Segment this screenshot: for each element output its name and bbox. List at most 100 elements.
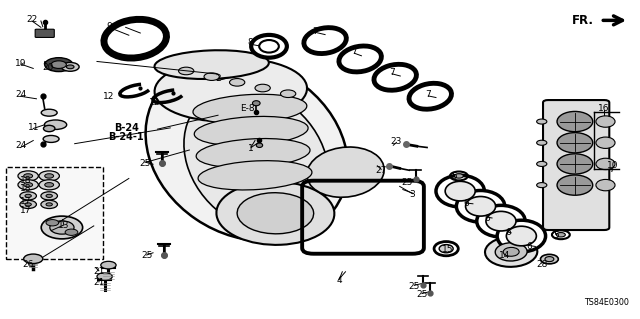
Ellipse shape: [41, 109, 57, 116]
Text: 3: 3: [410, 190, 415, 199]
Ellipse shape: [439, 245, 453, 253]
Text: 24: 24: [15, 141, 26, 150]
Circle shape: [65, 229, 78, 235]
Ellipse shape: [596, 179, 615, 191]
Circle shape: [46, 203, 52, 206]
Circle shape: [230, 78, 245, 86]
Circle shape: [39, 180, 60, 190]
Text: 17: 17: [20, 206, 31, 215]
Text: 7: 7: [389, 68, 395, 77]
Text: FR.: FR.: [572, 14, 594, 27]
Ellipse shape: [445, 181, 476, 201]
Ellipse shape: [41, 216, 83, 239]
Text: 26: 26: [22, 260, 34, 269]
Text: B-24-1: B-24-1: [108, 132, 144, 142]
Ellipse shape: [465, 197, 495, 216]
Circle shape: [24, 182, 33, 187]
Circle shape: [179, 67, 194, 75]
Ellipse shape: [251, 35, 287, 58]
Text: 2: 2: [215, 74, 221, 83]
Text: 17: 17: [20, 197, 31, 206]
Ellipse shape: [43, 136, 59, 142]
Circle shape: [25, 194, 31, 197]
Circle shape: [41, 200, 58, 209]
Ellipse shape: [485, 237, 538, 267]
Ellipse shape: [216, 182, 334, 245]
Circle shape: [45, 174, 54, 178]
Text: 21: 21: [93, 267, 104, 276]
Circle shape: [25, 203, 31, 206]
Text: 22: 22: [26, 15, 38, 24]
Circle shape: [46, 194, 52, 197]
Circle shape: [100, 261, 116, 269]
Ellipse shape: [497, 220, 545, 252]
Text: 25: 25: [139, 159, 150, 168]
Ellipse shape: [44, 120, 67, 130]
Circle shape: [46, 219, 59, 226]
Text: 6: 6: [484, 213, 490, 222]
Text: 13: 13: [58, 221, 70, 230]
Ellipse shape: [557, 111, 593, 132]
Text: 18: 18: [20, 175, 31, 185]
Text: B-24: B-24: [114, 123, 139, 133]
Text: 19: 19: [15, 59, 26, 68]
Text: 4: 4: [336, 276, 342, 285]
Ellipse shape: [154, 50, 269, 79]
Circle shape: [24, 174, 33, 178]
Text: 25: 25: [141, 251, 152, 260]
Circle shape: [537, 119, 547, 124]
Bar: [6, 167, 103, 259]
Ellipse shape: [154, 58, 307, 122]
Text: 5: 5: [451, 172, 457, 182]
Ellipse shape: [409, 83, 451, 109]
Ellipse shape: [195, 116, 308, 146]
Text: 6: 6: [526, 242, 532, 251]
Text: 14: 14: [499, 251, 511, 260]
Text: 7: 7: [426, 90, 431, 99]
Ellipse shape: [307, 147, 384, 197]
Ellipse shape: [145, 59, 348, 241]
Circle shape: [556, 233, 565, 237]
Text: 12: 12: [148, 98, 160, 107]
Text: 20: 20: [43, 63, 54, 72]
Ellipse shape: [456, 190, 505, 222]
Text: 28: 28: [536, 260, 547, 269]
Circle shape: [20, 200, 36, 209]
Circle shape: [537, 182, 547, 188]
Ellipse shape: [50, 221, 74, 234]
Circle shape: [204, 73, 220, 80]
Text: E-8: E-8: [240, 104, 255, 113]
Text: 1: 1: [248, 144, 254, 153]
Ellipse shape: [436, 175, 484, 207]
Text: 6: 6: [505, 228, 511, 237]
Text: 7: 7: [351, 48, 357, 56]
Ellipse shape: [184, 87, 328, 232]
Text: 11: 11: [28, 123, 39, 132]
Circle shape: [454, 174, 463, 178]
Ellipse shape: [252, 101, 260, 106]
Text: 10: 10: [607, 161, 619, 170]
Ellipse shape: [193, 94, 307, 123]
Text: 16: 16: [598, 104, 609, 113]
Ellipse shape: [104, 19, 166, 58]
Circle shape: [51, 61, 67, 69]
Ellipse shape: [545, 256, 554, 262]
Text: 5: 5: [553, 231, 559, 240]
Ellipse shape: [596, 137, 615, 148]
Ellipse shape: [540, 254, 558, 264]
Circle shape: [45, 58, 73, 71]
Ellipse shape: [256, 143, 262, 147]
Circle shape: [280, 90, 296, 98]
Ellipse shape: [477, 205, 525, 237]
Circle shape: [18, 171, 38, 181]
Text: 8: 8: [247, 38, 253, 47]
Circle shape: [537, 161, 547, 167]
Text: 15: 15: [442, 245, 453, 254]
Text: TS84E0300: TS84E0300: [584, 298, 629, 307]
Ellipse shape: [557, 133, 593, 153]
Ellipse shape: [44, 125, 55, 132]
Text: 12: 12: [103, 92, 114, 101]
Ellipse shape: [339, 46, 381, 72]
Circle shape: [67, 65, 74, 69]
Text: 18: 18: [20, 184, 31, 193]
